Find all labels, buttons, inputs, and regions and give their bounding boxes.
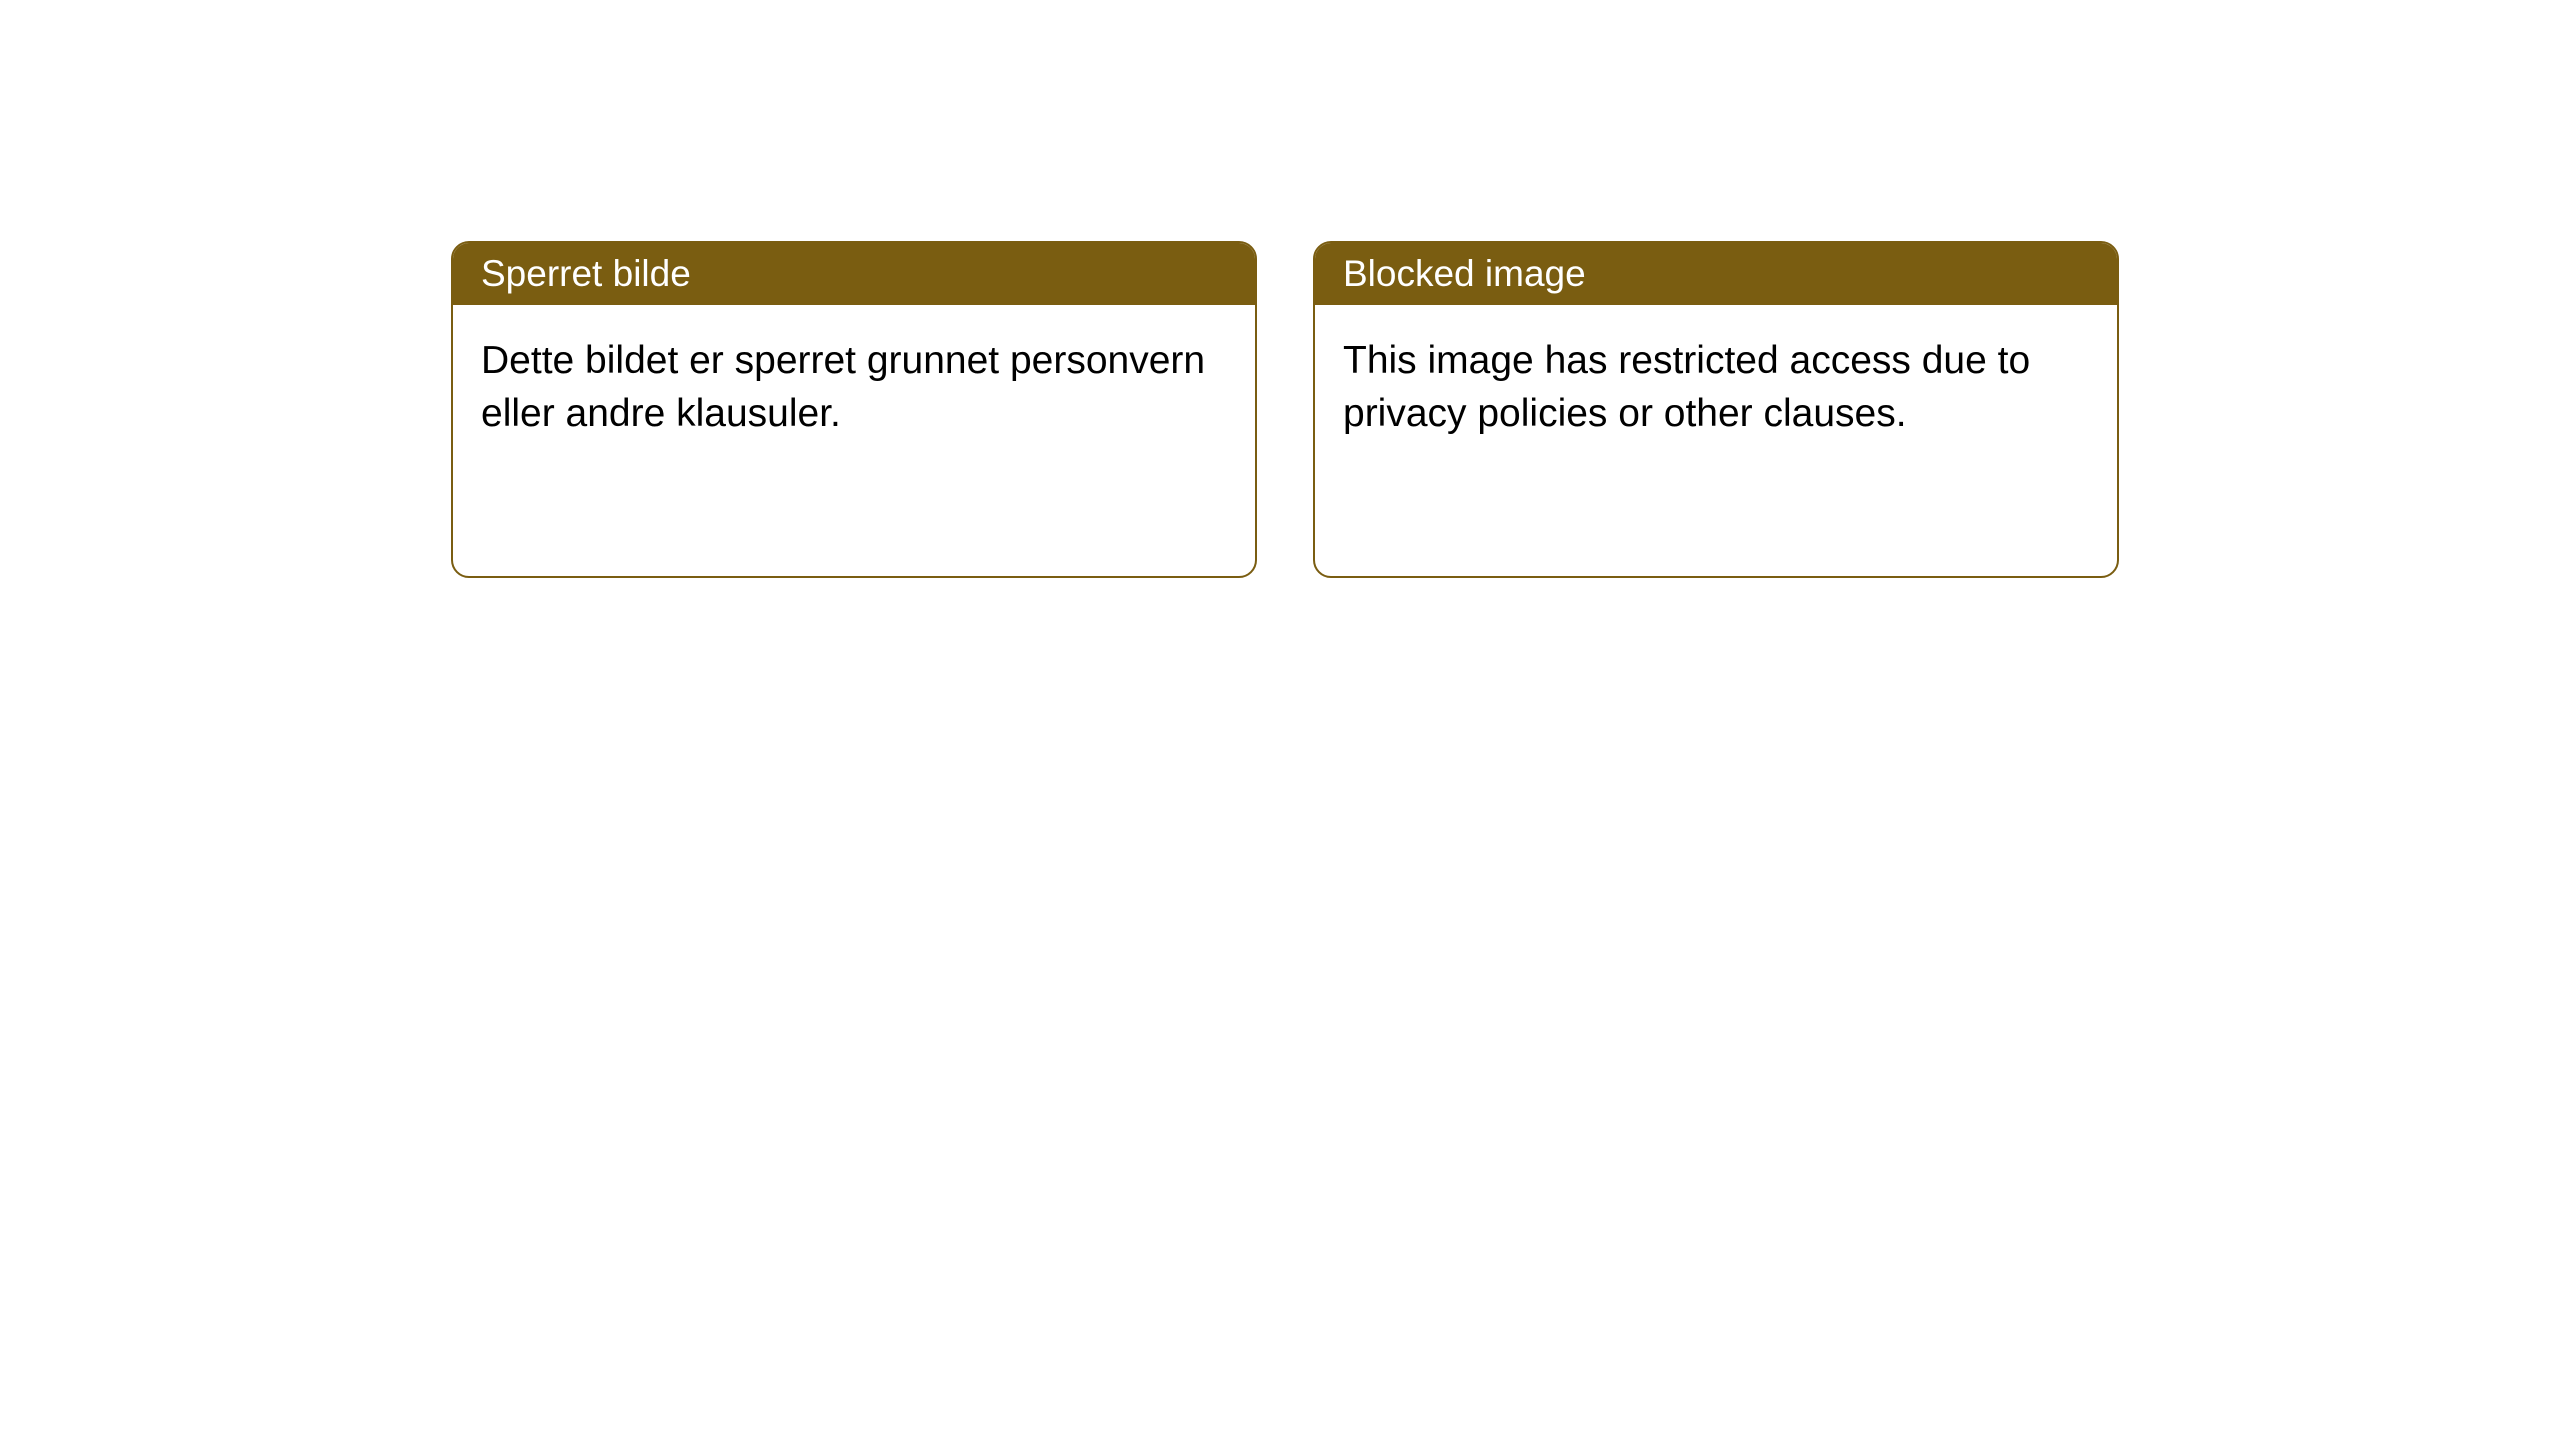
notice-body: This image has restricted access due to … xyxy=(1315,305,2117,470)
notice-body: Dette bildet er sperret grunnet personve… xyxy=(453,305,1255,470)
notice-card-norwegian: Sperret bilde Dette bildet er sperret gr… xyxy=(451,241,1257,578)
notice-title: Blocked image xyxy=(1315,243,2117,305)
notice-title: Sperret bilde xyxy=(453,243,1255,305)
notice-container: Sperret bilde Dette bildet er sperret gr… xyxy=(0,0,2560,578)
notice-card-english: Blocked image This image has restricted … xyxy=(1313,241,2119,578)
